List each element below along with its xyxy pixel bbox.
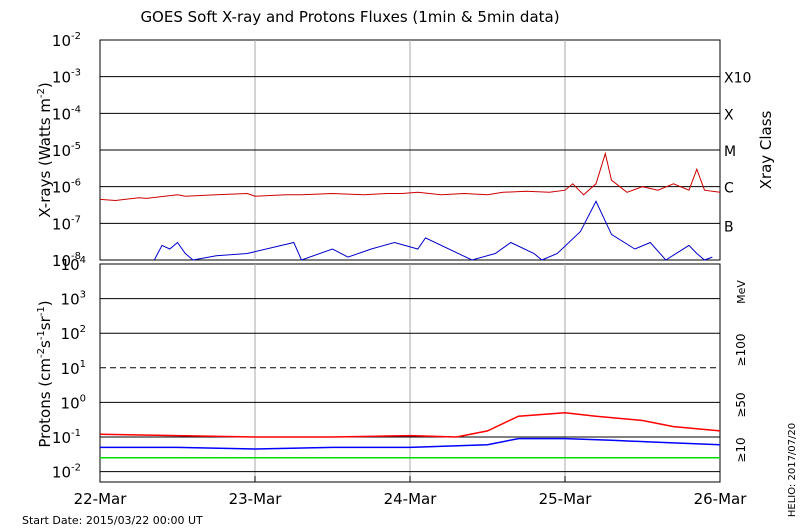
xray-y-tick-label: 10-7 — [52, 214, 81, 233]
xray-class-label: B — [724, 219, 734, 235]
credit-label: HELIO: 2017/07/20 — [787, 423, 798, 517]
proton-legend-label: ≥50 — [734, 392, 748, 417]
xray-long-series-line — [99, 151, 721, 202]
proton-y-tick-label: 104 — [61, 255, 86, 274]
xray-y-axis-label: X-rays (Watts m-2) — [36, 82, 54, 217]
mev-units-label: MeV — [735, 280, 748, 304]
xray-y-tick-label: 10-6 — [52, 178, 81, 197]
x-tick-label: 26-Mar — [694, 490, 748, 508]
chart-title: GOES Soft X-ray and Protons Fluxes (1min… — [140, 8, 559, 26]
xray-class-label: X10 — [724, 71, 751, 87]
xray-short-series-line — [153, 200, 713, 261]
xray-class-label: X — [724, 107, 734, 123]
chart-dynamic: 10-8 10-7 10-6 10-5 10-4 10-3 10-2 X10 X M C B 10-2 1… — [52, 31, 751, 508]
xray-y-tick-label: 10-4 — [52, 104, 81, 123]
proton-y-tick-label: 101 — [61, 359, 86, 378]
xray-class-label: M — [724, 144, 736, 160]
xray-class-label: C — [724, 181, 734, 197]
proton-series-line — [100, 437, 721, 450]
xray-y-tick-label: 10-5 — [52, 141, 81, 160]
x-tick-label: 22-Mar — [74, 490, 128, 508]
xray-class-axis-title: Xray Class — [757, 110, 775, 189]
proton-y-tick-label: 10-1 — [52, 428, 81, 447]
chart-frame: GOES Soft X-ray and Protons Fluxes (1min… — [22, 8, 798, 527]
proton-y-tick-label: 102 — [61, 324, 86, 343]
proton-y-tick-label: 100 — [61, 393, 86, 412]
x-tick-label: 24-Mar — [384, 490, 438, 508]
proton-series-line — [99, 412, 721, 438]
proton-y-tick-label: 10-2 — [52, 463, 81, 482]
proton-y-axis-label: Protons (cm-2s-1sr-1) — [36, 300, 54, 447]
xray-y-tick-label: 10-3 — [52, 68, 81, 87]
xray-y-tick-label: 10-2 — [52, 31, 81, 50]
proton-y-tick-label: 103 — [61, 290, 86, 309]
proton-legend-label: ≥10 — [734, 437, 748, 462]
x-tick-label: 23-Mar — [229, 490, 283, 508]
xray-y-tick-label: 10-8 — [52, 251, 81, 270]
start-date-label: Start Date: 2015/03/22 00:00 UT — [22, 514, 203, 527]
x-tick-label: 25-Mar — [539, 490, 593, 508]
proton-legend-label: ≥100 — [734, 334, 748, 367]
